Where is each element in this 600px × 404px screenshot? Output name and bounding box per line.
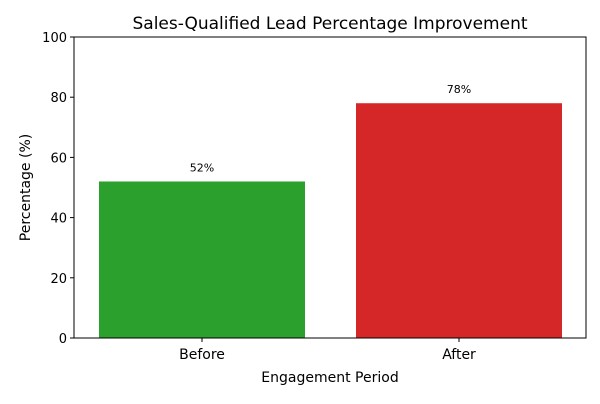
- y-tick-label: 0: [59, 332, 67, 347]
- y-tick-label: 40: [50, 212, 67, 227]
- bar-after: [356, 103, 562, 338]
- x-axis-label: Engagement Period: [261, 370, 398, 386]
- x-tick-label: Before: [179, 347, 225, 363]
- y-tick-label: 80: [50, 91, 67, 106]
- plot-frame: [73, 36, 587, 339]
- y-axis-label: Percentage (%): [18, 134, 34, 241]
- y-tick-label: 60: [50, 151, 67, 166]
- data-label: 78%: [447, 83, 471, 96]
- bar-before: [99, 181, 305, 338]
- y-tick-label: 100: [42, 31, 67, 46]
- y-tick-label: 20: [50, 272, 67, 287]
- x-tick-label: After: [442, 347, 476, 363]
- chart-title: Sales-Qualified Lead Percentage Improvem…: [132, 14, 527, 34]
- data-label: 52%: [190, 161, 214, 174]
